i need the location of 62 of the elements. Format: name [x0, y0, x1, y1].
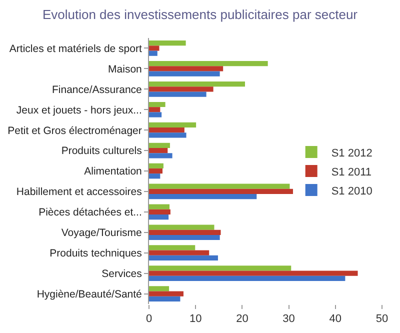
- bar: [149, 92, 206, 97]
- y-tick-label: Finance/Assurance: [52, 84, 142, 96]
- y-tick-label: Produits techniques: [50, 248, 142, 260]
- bar: [149, 194, 257, 200]
- bar: [149, 66, 224, 72]
- y-tick-label: Maison: [108, 63, 142, 76]
- bar: [149, 266, 292, 271]
- bar: [149, 61, 268, 66]
- bar: [149, 209, 170, 214]
- x-tick-label: 0: [146, 313, 152, 326]
- bar: [149, 245, 196, 250]
- x-tick-label: 30: [282, 313, 295, 326]
- bar: [149, 107, 160, 112]
- y-tick-label: Articles et matériels de sport: [9, 42, 142, 55]
- bar: [149, 276, 346, 281]
- y-tick-label: Voyage/Tourisme: [61, 227, 142, 240]
- y-tick-label: Habillement et accessoires: [16, 186, 142, 198]
- bar: [149, 234, 220, 240]
- bar: [149, 255, 218, 261]
- bar: [149, 40, 186, 46]
- bar: [149, 250, 210, 256]
- legend-label: S1 2011: [331, 166, 372, 178]
- y-tick-label: Petit et Gros électroménager: [8, 124, 142, 137]
- bar: [149, 86, 214, 92]
- bar: [149, 148, 168, 154]
- bar: [149, 153, 172, 158]
- y-tick-label: Pièces détachées et...: [38, 206, 142, 219]
- bar: [149, 122, 196, 128]
- bar: [149, 214, 169, 220]
- bar: [149, 81, 245, 87]
- x-tick-label: 50: [376, 313, 388, 326]
- y-tick-label: Services: [102, 268, 142, 280]
- y-tick-label: Jeux et jouets - hors jeux...: [16, 104, 142, 116]
- bar: [149, 270, 358, 276]
- bar: [149, 296, 180, 302]
- x-tick-label: 40: [329, 313, 342, 326]
- bar: [149, 291, 184, 296]
- bar: [149, 188, 293, 194]
- bar: [149, 163, 164, 168]
- bar: [149, 286, 170, 292]
- bar: [149, 50, 158, 56]
- bar: [149, 142, 170, 148]
- legend-label: S1 2010: [331, 185, 372, 198]
- bar: [149, 230, 221, 235]
- bar: [149, 174, 160, 179]
- bar: [149, 71, 220, 76]
- bar: [149, 102, 166, 108]
- bar: [149, 184, 290, 189]
- bar: [149, 204, 170, 210]
- chart-title: Evolution des investissements publicitaires par secteur: [42, 7, 358, 22]
- y-tick-label: Hygiène/Beauté/Santé: [36, 288, 142, 300]
- y-tick-label: Alimentation: [84, 166, 142, 178]
- bar: [149, 128, 184, 133]
- legend-label: S1 2012: [331, 147, 372, 160]
- bar: [149, 224, 214, 230]
- bar: [149, 112, 162, 118]
- x-tick-label: 10: [189, 313, 202, 326]
- bar: [149, 168, 163, 174]
- bar: [149, 46, 160, 51]
- bar: [149, 132, 186, 138]
- x-tick-label: 20: [236, 313, 248, 326]
- y-tick-label: Produits culturels: [61, 145, 142, 158]
